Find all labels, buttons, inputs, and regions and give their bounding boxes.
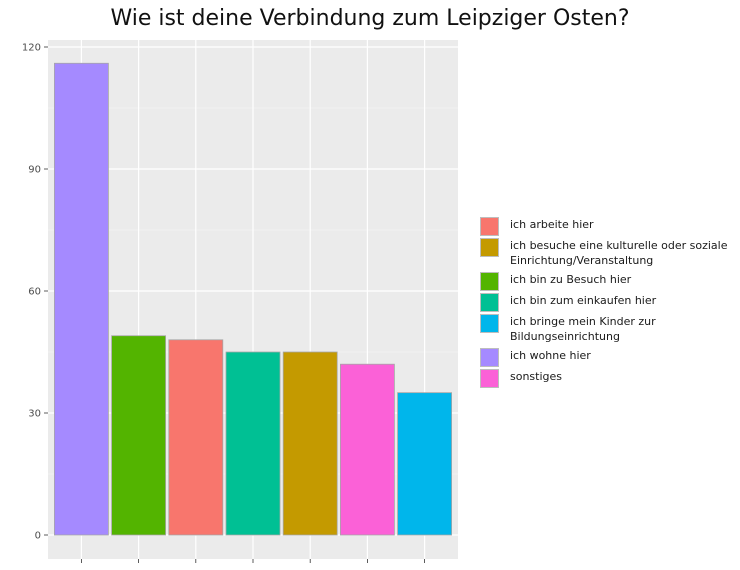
y-axis: 0 30 60 90 120 [22,43,426,563]
legend-key [480,369,499,388]
legend-item: ich besuche eine kulturelle oder soziale… [480,238,738,272]
legend-key [480,217,499,236]
bar-6 [339,363,395,536]
legend-item: ich arbeite hier [480,217,738,238]
legend-key [480,348,499,367]
legend-label: ich bin zum einkaufen hier [510,294,657,307]
bar-4 [225,351,281,536]
legend: ich arbeite hier ich besuche eine kulture… [480,217,738,390]
y-tick-label: 90 [28,165,41,176]
legend-label: ich arbeite hier [510,218,594,231]
legend-label: ich bin zu Besuch hier [510,273,632,286]
legend-item: ich wohne hier [480,348,738,369]
bar-3 [168,339,224,536]
legend-key [480,293,499,312]
y-tick-label: 30 [28,409,41,420]
legend-key [480,314,499,333]
bar-7 [397,392,453,536]
legend-item: sonstiges [480,369,738,390]
legend-label: ich besuche eine kulturelle oder soziale… [510,239,728,267]
legend-item: ich bin zu Besuch hier [480,272,738,293]
legend-key [480,272,499,291]
legend-item: ich bringe mein Kinder zur Bildungseinri… [480,314,738,348]
legend-item: ich bin zum einkaufen hier [480,293,738,314]
legend-label: sonstiges [510,370,563,383]
chart-title: Wie ist deine Verbindung zum Leipziger O… [110,6,630,31]
legend-label: ich wohne hier [510,349,591,362]
bar-2 [111,335,166,536]
bar-5 [282,351,338,536]
y-tick-label: 0 [35,531,41,542]
legend-label: ich bringe mein Kinder zur Bildungseinri… [510,315,656,343]
y-tick-label: 120 [22,43,41,54]
legend-key [480,238,499,257]
y-tick-label: 60 [28,287,41,298]
bar-1 [54,62,109,536]
bars [54,62,453,536]
